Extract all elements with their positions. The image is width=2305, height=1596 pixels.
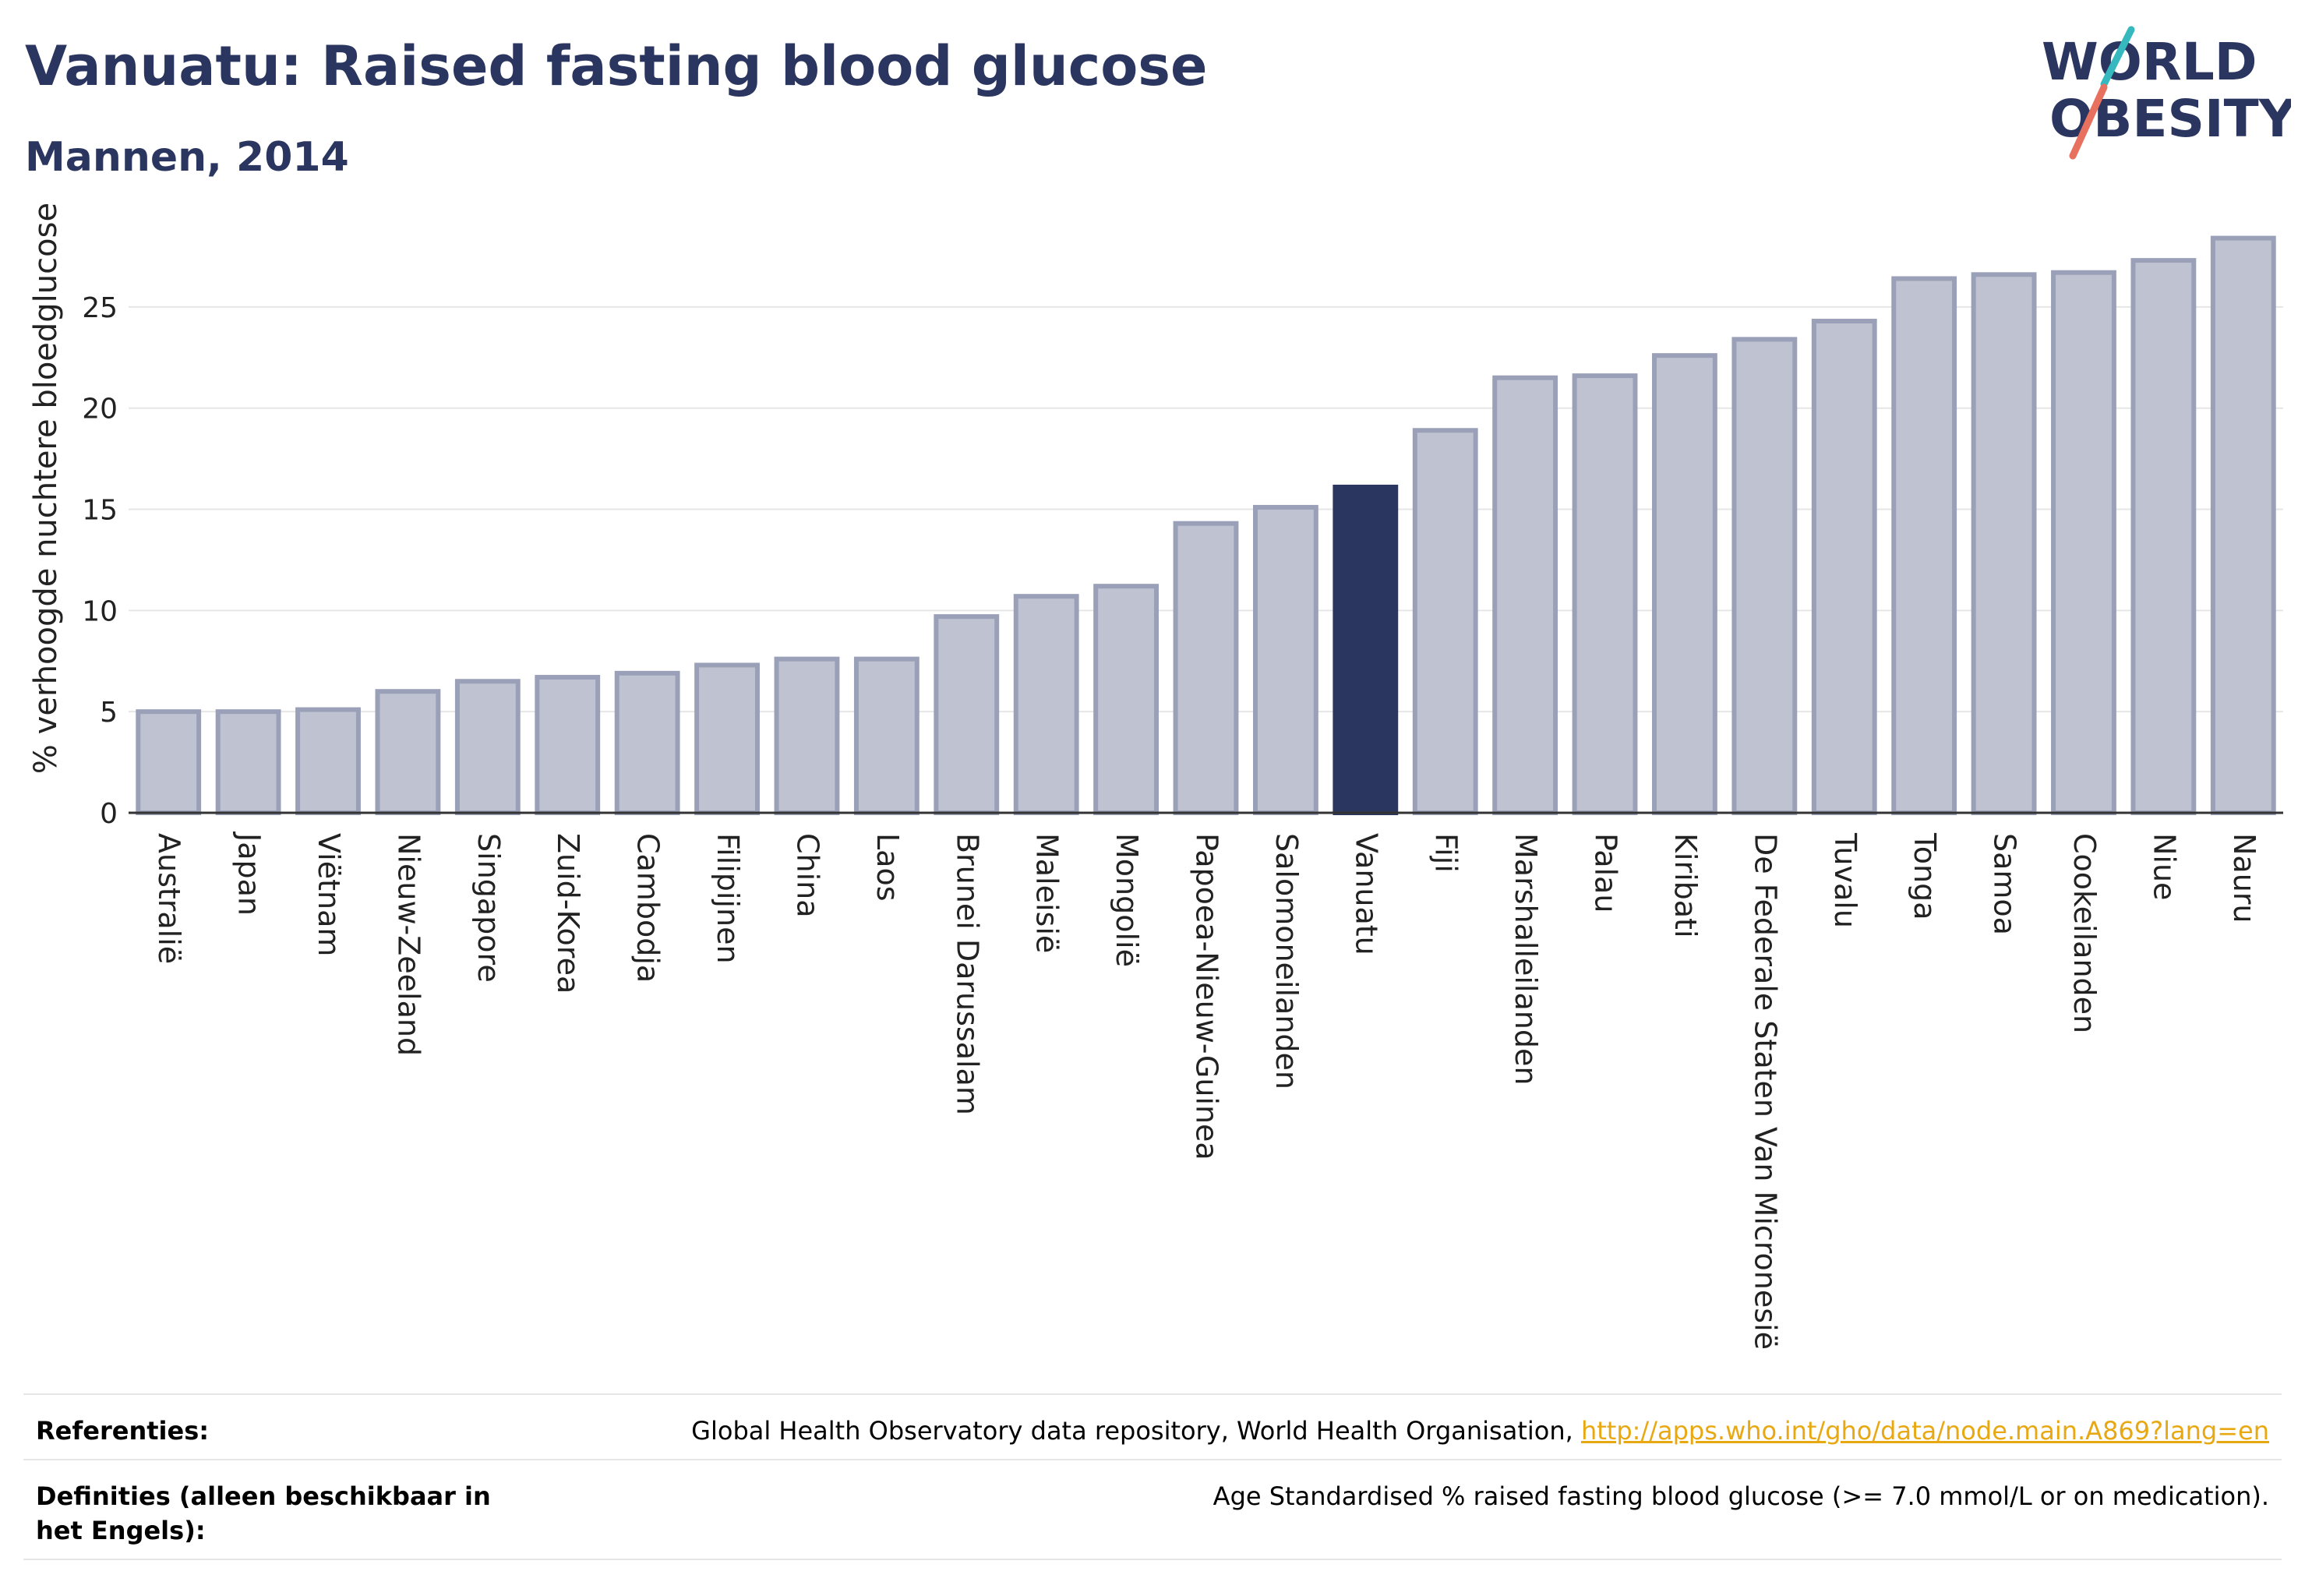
x-tick-label: Papoea-Nieuw-Guinea	[1190, 833, 1224, 1160]
x-tick-label: Cookeilanden	[2067, 833, 2102, 1033]
logo-slash-teal	[2100, 26, 2135, 88]
footer: Referenties: Global Health Observatory d…	[23, 1393, 2282, 1560]
bar	[1333, 484, 1399, 816]
bar	[136, 709, 202, 816]
x-tick-label: Tonga	[1908, 832, 1942, 920]
bar	[215, 709, 281, 816]
bar	[1093, 584, 1160, 815]
x-tick-label: Marshalleilanden	[1509, 833, 1543, 1085]
y-tick-label: 0	[100, 798, 118, 830]
bar	[1891, 276, 1957, 816]
bar	[454, 679, 521, 815]
bar	[774, 656, 840, 815]
bar	[934, 614, 1000, 815]
bar	[2130, 258, 2197, 816]
bar	[1492, 375, 1558, 815]
definitions-text: Age Standardised % raised fasting blood …	[1213, 1481, 2269, 1511]
references-value: Global Health Observatory data repositor…	[691, 1414, 2269, 1448]
references-link[interactable]: http://apps.who.int/gho/data/node.main.A…	[1580, 1416, 2269, 1446]
x-axis-labels: Australië Japan Viëtnam Nieuw-Zeeland Singap…	[152, 832, 2261, 1350]
x-tick-label: Japan	[232, 832, 267, 916]
chart-title: Vanuatu: Raised fasting blood glucose	[25, 34, 1208, 98]
x-tick-label: Australië	[152, 833, 186, 964]
definitions-row: Definities (alleen beschikbaar in het En…	[23, 1459, 2282, 1560]
references-label: Referenties:	[36, 1416, 210, 1446]
y-tick-label: 20	[82, 394, 118, 425]
bar	[2051, 270, 2116, 815]
definitions-label: Definities (alleen beschikbaar in het En…	[36, 1481, 491, 1545]
bar	[1412, 428, 1478, 815]
bar	[614, 670, 680, 816]
x-tick-label: Vanuatu	[1349, 833, 1383, 955]
bar	[694, 662, 760, 815]
bar	[1572, 373, 1638, 815]
bar	[1013, 594, 1079, 815]
x-tick-label: Niue	[2147, 833, 2181, 900]
bar	[535, 675, 601, 815]
y-axis-ticks: 0 5 10 15 20 25	[82, 292, 118, 830]
x-tick-label: Samoa	[1988, 833, 2022, 935]
x-tick-label: Palau	[1589, 833, 1623, 913]
x-tick-label: Salomoneilanden	[1269, 833, 1304, 1089]
x-tick-label: Cambodja	[631, 833, 665, 983]
x-tick-label: China	[790, 833, 824, 918]
bar	[853, 656, 920, 815]
bar	[1731, 337, 1798, 815]
x-tick-label: Filipijnen	[711, 833, 745, 964]
bar	[1971, 272, 2037, 815]
x-tick-label: Maleisië	[1030, 833, 1064, 953]
bar	[2210, 235, 2276, 816]
x-tick-label: Zuid-Korea	[551, 833, 585, 994]
y-tick-label: 5	[100, 697, 118, 729]
x-tick-label: Laos	[870, 833, 905, 902]
y-tick-label: 10	[82, 595, 118, 627]
chart-subtitle: Mannen, 2014	[25, 134, 349, 181]
x-tick-label: Nieuw-Zeeland	[391, 833, 425, 1056]
x-tick-label: Nauru	[2227, 833, 2261, 923]
x-tick-label: Singapore	[471, 833, 506, 983]
bar	[375, 689, 441, 816]
world-obesity-logo: WORLD OBESITY	[2042, 26, 2291, 160]
y-tick-label: 15	[82, 495, 118, 527]
y-tick-label: 25	[82, 292, 118, 324]
logo-line1: WORLD	[2042, 32, 2257, 92]
logo-slash-coral	[2069, 83, 2108, 160]
bar	[1652, 353, 1717, 815]
x-tick-label: Kiribati	[1668, 833, 1703, 938]
bar-chart: 0 5 10 15 20 25 Australië Japan Viëtnam Nieuw-Ze…	[28, 203, 2283, 1350]
x-tick-label: Brunei Darussalam	[950, 833, 984, 1115]
references-row: Referenties: Global Health Observatory d…	[23, 1393, 2282, 1459]
bar	[1252, 504, 1318, 816]
y-axis-label: % verhoogde nuchtere bloedglucose	[28, 203, 64, 774]
bar	[295, 707, 361, 815]
x-tick-label: Tuvalu	[1828, 832, 1862, 928]
bar	[1811, 319, 1877, 816]
x-tick-label: Mongolië	[1110, 833, 1144, 967]
references-text: Global Health Observatory data repositor…	[691, 1416, 1581, 1446]
x-tick-label: De Federale Staten Van Micronesië	[1748, 833, 1782, 1350]
bars	[136, 235, 2276, 816]
x-tick-label: Fiji	[1429, 833, 1463, 873]
bar	[1173, 521, 1239, 815]
x-tick-label: Viëtnam	[312, 833, 346, 956]
